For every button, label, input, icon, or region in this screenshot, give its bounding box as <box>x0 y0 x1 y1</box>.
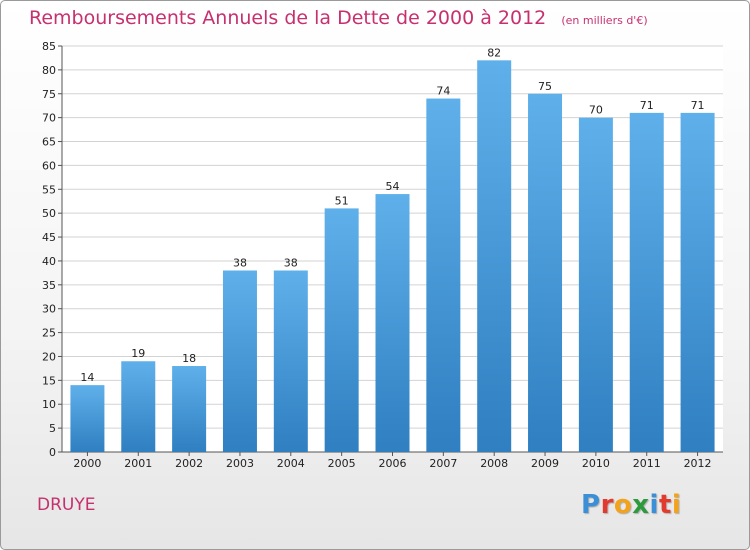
y-tick-label: 30 <box>42 303 56 316</box>
x-tick-label: 2011 <box>633 457 661 470</box>
x-tick-label: 2001 <box>124 457 152 470</box>
data-label: 51 <box>335 194 349 207</box>
bar <box>172 366 207 452</box>
bar <box>680 112 715 452</box>
chart-title: Remboursements Annuels de la Dette de 20… <box>29 7 648 29</box>
chart-title-text: Remboursements Annuels de la Dette de 20… <box>29 7 547 29</box>
y-tick-label: 55 <box>42 183 56 196</box>
data-label: 38 <box>284 256 298 269</box>
y-tick-label: 60 <box>42 159 56 172</box>
data-label: 14 <box>80 371 94 384</box>
data-label: 82 <box>487 46 501 59</box>
x-tick-label: 2009 <box>531 457 559 470</box>
data-label: 74 <box>436 85 450 98</box>
commune-name: DRUYE <box>37 495 96 515</box>
bar <box>324 208 359 452</box>
y-tick-label: 70 <box>42 112 56 125</box>
proxiti-logo: Proxiti <box>581 490 681 520</box>
logo-letter: P <box>581 490 601 520</box>
x-tick-label: 2004 <box>277 457 305 470</box>
bar <box>477 60 512 453</box>
y-tick-label: 80 <box>42 64 56 77</box>
bar <box>273 270 308 452</box>
logo-letter: i <box>671 490 682 520</box>
y-tick-label: 35 <box>42 279 56 292</box>
data-label: 71 <box>640 99 654 112</box>
x-tick-label: 2008 <box>480 457 508 470</box>
logo-letter: r <box>600 490 614 520</box>
y-tick-label: 50 <box>42 207 56 220</box>
x-tick-label: 2000 <box>73 457 101 470</box>
x-tick-label: 2010 <box>582 457 610 470</box>
y-tick-label: 5 <box>49 422 56 435</box>
bar <box>375 194 410 452</box>
x-tick-label: 2012 <box>684 457 712 470</box>
data-label: 19 <box>131 347 145 360</box>
data-label: 70 <box>589 104 603 117</box>
y-tick-label: 40 <box>42 255 56 268</box>
y-tick-label: 75 <box>42 88 56 101</box>
x-tick-label: 2002 <box>175 457 203 470</box>
bar <box>426 98 461 453</box>
data-label: 18 <box>182 352 196 365</box>
x-tick-label: 2005 <box>328 457 356 470</box>
y-tick-label: 0 <box>49 446 56 459</box>
logo-letter: t <box>658 490 672 520</box>
bar <box>70 385 105 452</box>
y-tick-label: 45 <box>42 231 56 244</box>
bar <box>222 270 257 452</box>
logo-letter: i <box>649 490 659 520</box>
y-tick-label: 65 <box>42 136 56 149</box>
x-tick-label: 2006 <box>379 457 407 470</box>
bar <box>578 117 613 452</box>
x-tick-label: 2003 <box>226 457 254 470</box>
logo-letter: o <box>613 490 633 520</box>
data-label: 75 <box>538 80 552 93</box>
x-tick-label: 2007 <box>429 457 457 470</box>
data-label: 71 <box>691 99 705 112</box>
bar <box>121 361 156 452</box>
y-tick-label: 20 <box>42 350 56 363</box>
bar <box>528 93 563 452</box>
logo-letter: x <box>632 490 650 520</box>
bar <box>629 112 664 452</box>
data-label: 38 <box>233 256 247 269</box>
y-tick-label: 15 <box>42 374 56 387</box>
y-tick-label: 10 <box>42 398 56 411</box>
y-tick-label: 85 <box>42 40 56 53</box>
chart-unit-label: (en milliers d'€) <box>561 14 648 27</box>
y-tick-label: 25 <box>42 327 56 340</box>
data-label: 54 <box>386 180 400 193</box>
